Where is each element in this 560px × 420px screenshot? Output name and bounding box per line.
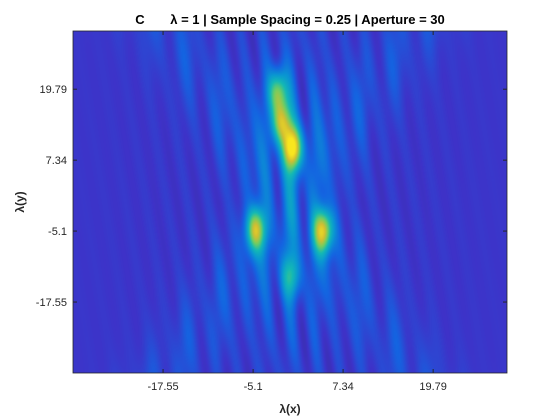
x-axis-label: λ(x) <box>279 402 300 416</box>
y-axis-ticks: -17.55 -5.1 7.34 19.79 <box>36 84 507 309</box>
chart-title: C λ = 1 | Sample Spacing = 0.25 | Apertu… <box>135 12 445 27</box>
y-tick-label: 7.34 <box>46 155 67 167</box>
y-tick-label: -5.1 <box>48 226 67 238</box>
x-tick-label: -5.1 <box>244 381 263 393</box>
x-tick-label: 7.34 <box>332 381 353 393</box>
heatmap-image <box>73 31 507 373</box>
y-tick-label: -17.55 <box>36 297 67 309</box>
x-tick-label: -17.55 <box>147 381 178 393</box>
x-axis-ticks: -17.55 -5.1 7.34 19.79 <box>147 31 447 393</box>
panel-letter: C <box>135 12 145 27</box>
y-tick-label: 19.79 <box>39 84 67 96</box>
y-axis-label: λ(y) <box>13 191 27 212</box>
x-tick-label: 19.79 <box>419 381 447 393</box>
title-text: λ = 1 | Sample Spacing = 0.25 | Aperture… <box>170 12 445 27</box>
plot-frame <box>72 30 508 374</box>
